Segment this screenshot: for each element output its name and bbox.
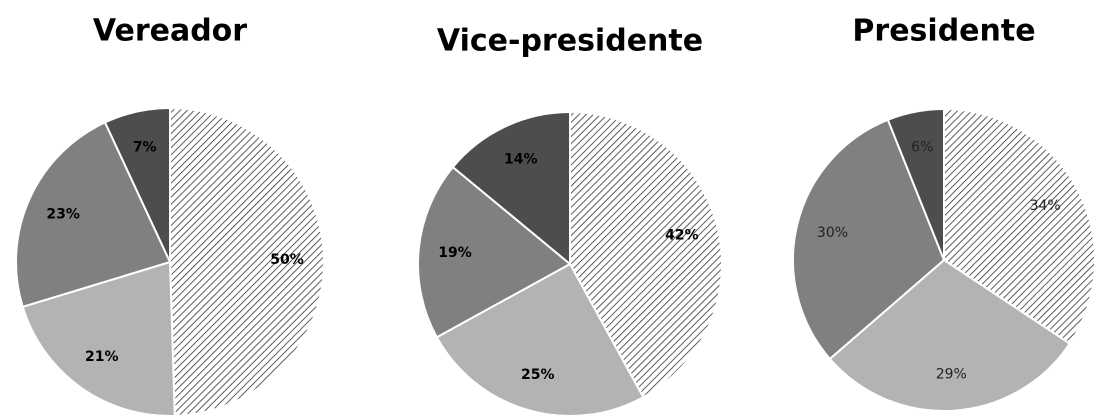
data-label: 42% [665, 227, 699, 243]
pie-slice [435, 262, 645, 416]
data-label: 29% [936, 367, 967, 383]
data-label: 50% [270, 252, 304, 268]
pie-slice [886, 107, 945, 261]
chart-title: Vice-presidente [437, 24, 703, 59]
data-label: 30% [817, 225, 848, 241]
data-label: 25% [521, 367, 555, 383]
data-label: 19% [438, 245, 472, 261]
pie-chart: Vice-presidente 42% 25% 19% 14% [417, 24, 723, 416]
data-label: 21% [85, 349, 119, 365]
pie-slice [828, 258, 1072, 413]
data-label: 6% [911, 139, 933, 155]
data-label: 23% [46, 206, 80, 222]
chart-title: Presidente [852, 14, 1035, 49]
pie-slice [15, 121, 172, 309]
pie-slice [417, 165, 572, 339]
pie-slice [451, 110, 571, 267]
data-label: 14% [504, 151, 538, 167]
data-label: 7% [133, 140, 157, 156]
pie-chart: Presidente 34% 29% 30% 6% [792, 14, 1096, 413]
pie-chart: Vereador 50% 21% 23% 7% [15, 14, 325, 416]
pie-slice [569, 110, 723, 399]
chart-title: Vereador [93, 14, 247, 49]
data-label: 34% [1030, 198, 1061, 214]
pie-slice [103, 106, 171, 263]
pie-slice [21, 260, 176, 416]
pie-slice [792, 118, 946, 361]
pie-slice [169, 106, 325, 416]
